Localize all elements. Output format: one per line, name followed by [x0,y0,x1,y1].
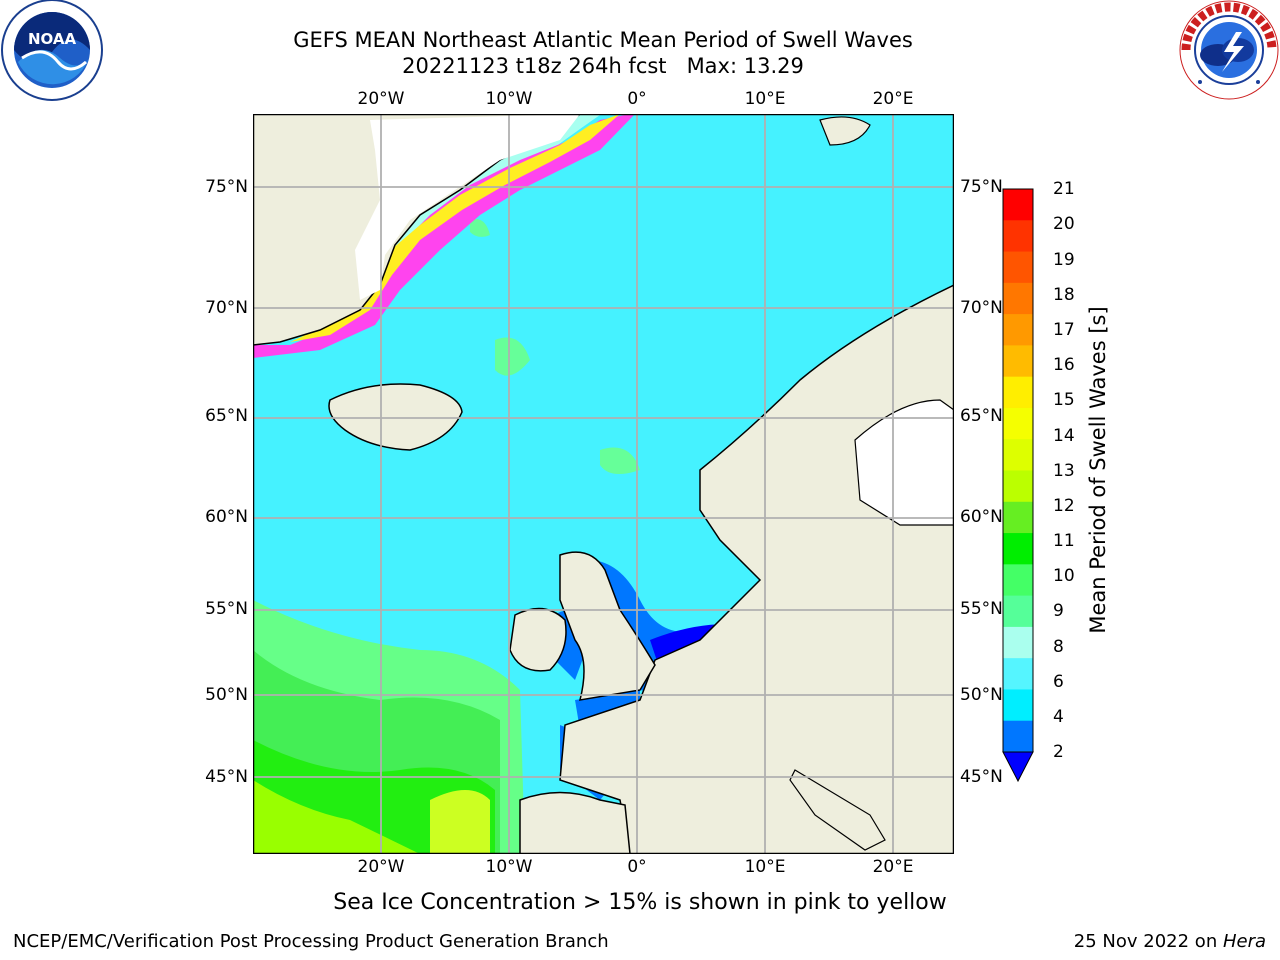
lon-tick-top: 20°W [357,89,405,109]
iberia-land [519,791,631,854]
lon-tick-top: 10°E [744,89,786,109]
colorbar-segment [1003,407,1033,440]
colorbar-frame [1002,188,1034,753]
lon-tick-bottom: 10°E [744,857,786,877]
lat-tick-right: 55°N [960,599,1003,619]
colorbar-tick: 20 [1053,214,1075,234]
swell-9s-patch-2 [600,447,640,474]
lon-tick-top: 10°W [485,89,533,109]
colorbar-segment [1003,501,1033,534]
colorbar-tick: 9 [1053,601,1064,621]
footer-right: 25 Nov 2022 on Hera [1074,931,1266,952]
iceland-land [328,383,463,451]
colorbar-tick: 15 [1053,390,1075,410]
lat-tick-left: 60°N [205,507,248,527]
noaa-logo-icon: NOAA [1,0,103,101]
italy-land [789,769,886,851]
nws-logo-icon [1179,0,1279,100]
colorbar-tick: 16 [1053,355,1075,375]
swell-9s-patch-3 [470,219,490,237]
lat-tick-right: 70°N [960,298,1003,318]
lat-tick-left: 50°N [205,685,248,705]
colorbar-tick: 14 [1053,426,1075,446]
noaa-logo-text: NOAA [28,30,77,48]
gulf-of-bothnia-ice [854,399,954,526]
colorbar-segment [1003,626,1033,659]
colorbar-label: Mean Period of Swell Waves [s] [1086,306,1110,634]
sea-ice-caption: Sea Ice Concentration > 15% is shown in … [333,890,947,915]
lon-tick-top: 20°E [872,89,914,109]
colorbar-segment [1003,689,1033,722]
lon-tick-bottom: 20°E [872,857,914,877]
colorbar-tick: 19 [1053,250,1075,270]
lat-tick-right: 65°N [960,406,1003,426]
colorbar-tick: 18 [1053,285,1075,305]
colorbar-tick: 13 [1053,461,1075,481]
swell-12-13s-region [253,780,420,854]
lat-tick-left: 65°N [205,406,248,426]
chart-title-line1: GEFS MEAN Northeast Atlantic Mean Period… [293,28,913,52]
colorbar-tick: 12 [1053,496,1075,516]
colorbar-segment [1003,595,1033,628]
colorbar-segment [1003,720,1033,753]
colorbar-under-arrow [1002,751,1034,783]
colorbar-segment [1003,533,1033,565]
colorbar-tick: 17 [1053,320,1075,340]
great-britain-land [559,551,656,701]
colorbar-segment [1003,564,1033,597]
colorbar-segment [1003,439,1033,471]
colorbar-tick: 10 [1053,566,1075,586]
lat-tick-left: 75°N [205,177,248,197]
chart-title-line2: 20221123 t18z 264h fcst Max: 13.29 [402,54,804,78]
sea-ice-edge-pink [253,114,635,358]
colorbar-tick: 6 [1053,672,1064,692]
lat-tick-right: 75°N [960,177,1003,197]
colorbar-segment [1003,220,1033,253]
map-frame [253,114,954,854]
lat-tick-right: 50°N [960,685,1003,705]
lon-tick-bottom: 0° [627,857,647,877]
colorbar-tick: 11 [1053,531,1075,551]
scandinavia-europe-land [559,284,954,854]
footer-date: 25 Nov 2022 on [1073,931,1223,952]
ireland-land [509,607,567,672]
swell-9s-patch-1 [495,337,530,376]
lon-tick-bottom: 10°W [485,857,533,877]
svalbard-land [819,116,871,146]
colorbar-segment [1003,345,1033,378]
lon-tick-top: 0° [627,89,647,109]
lat-tick-left: 45°N [205,767,248,787]
colorbar-segment [1003,251,1033,284]
footer-left: NCEP/EMC/Verification Post Processing Pr… [13,931,609,952]
lat-tick-right: 45°N [960,767,1003,787]
map-panel [253,114,954,854]
footer-machine: Hera [1222,931,1266,952]
colorbar-tick: 2 [1053,742,1064,762]
colorbar-tick: 21 [1053,179,1075,199]
lat-tick-right: 60°N [960,507,1003,527]
lat-tick-left: 70°N [205,298,248,318]
colorbar [1002,188,1034,783]
lat-tick-left: 55°N [205,599,248,619]
graticule [253,114,954,854]
colorbar-tick: 8 [1053,637,1064,657]
colorbar-segment [1003,658,1033,690]
colorbar-tick: 4 [1053,707,1064,727]
colorbar-segment [1003,314,1033,346]
colorbar-segment [1003,189,1033,221]
colorbar-segment [1003,376,1033,409]
colorbar-segment [1003,470,1033,503]
colorbar-segment [1003,282,1033,315]
lon-tick-bottom: 20°W [357,857,405,877]
swell-12-13s-region-east [430,790,490,854]
greenland-ice-sheet [355,114,580,300]
